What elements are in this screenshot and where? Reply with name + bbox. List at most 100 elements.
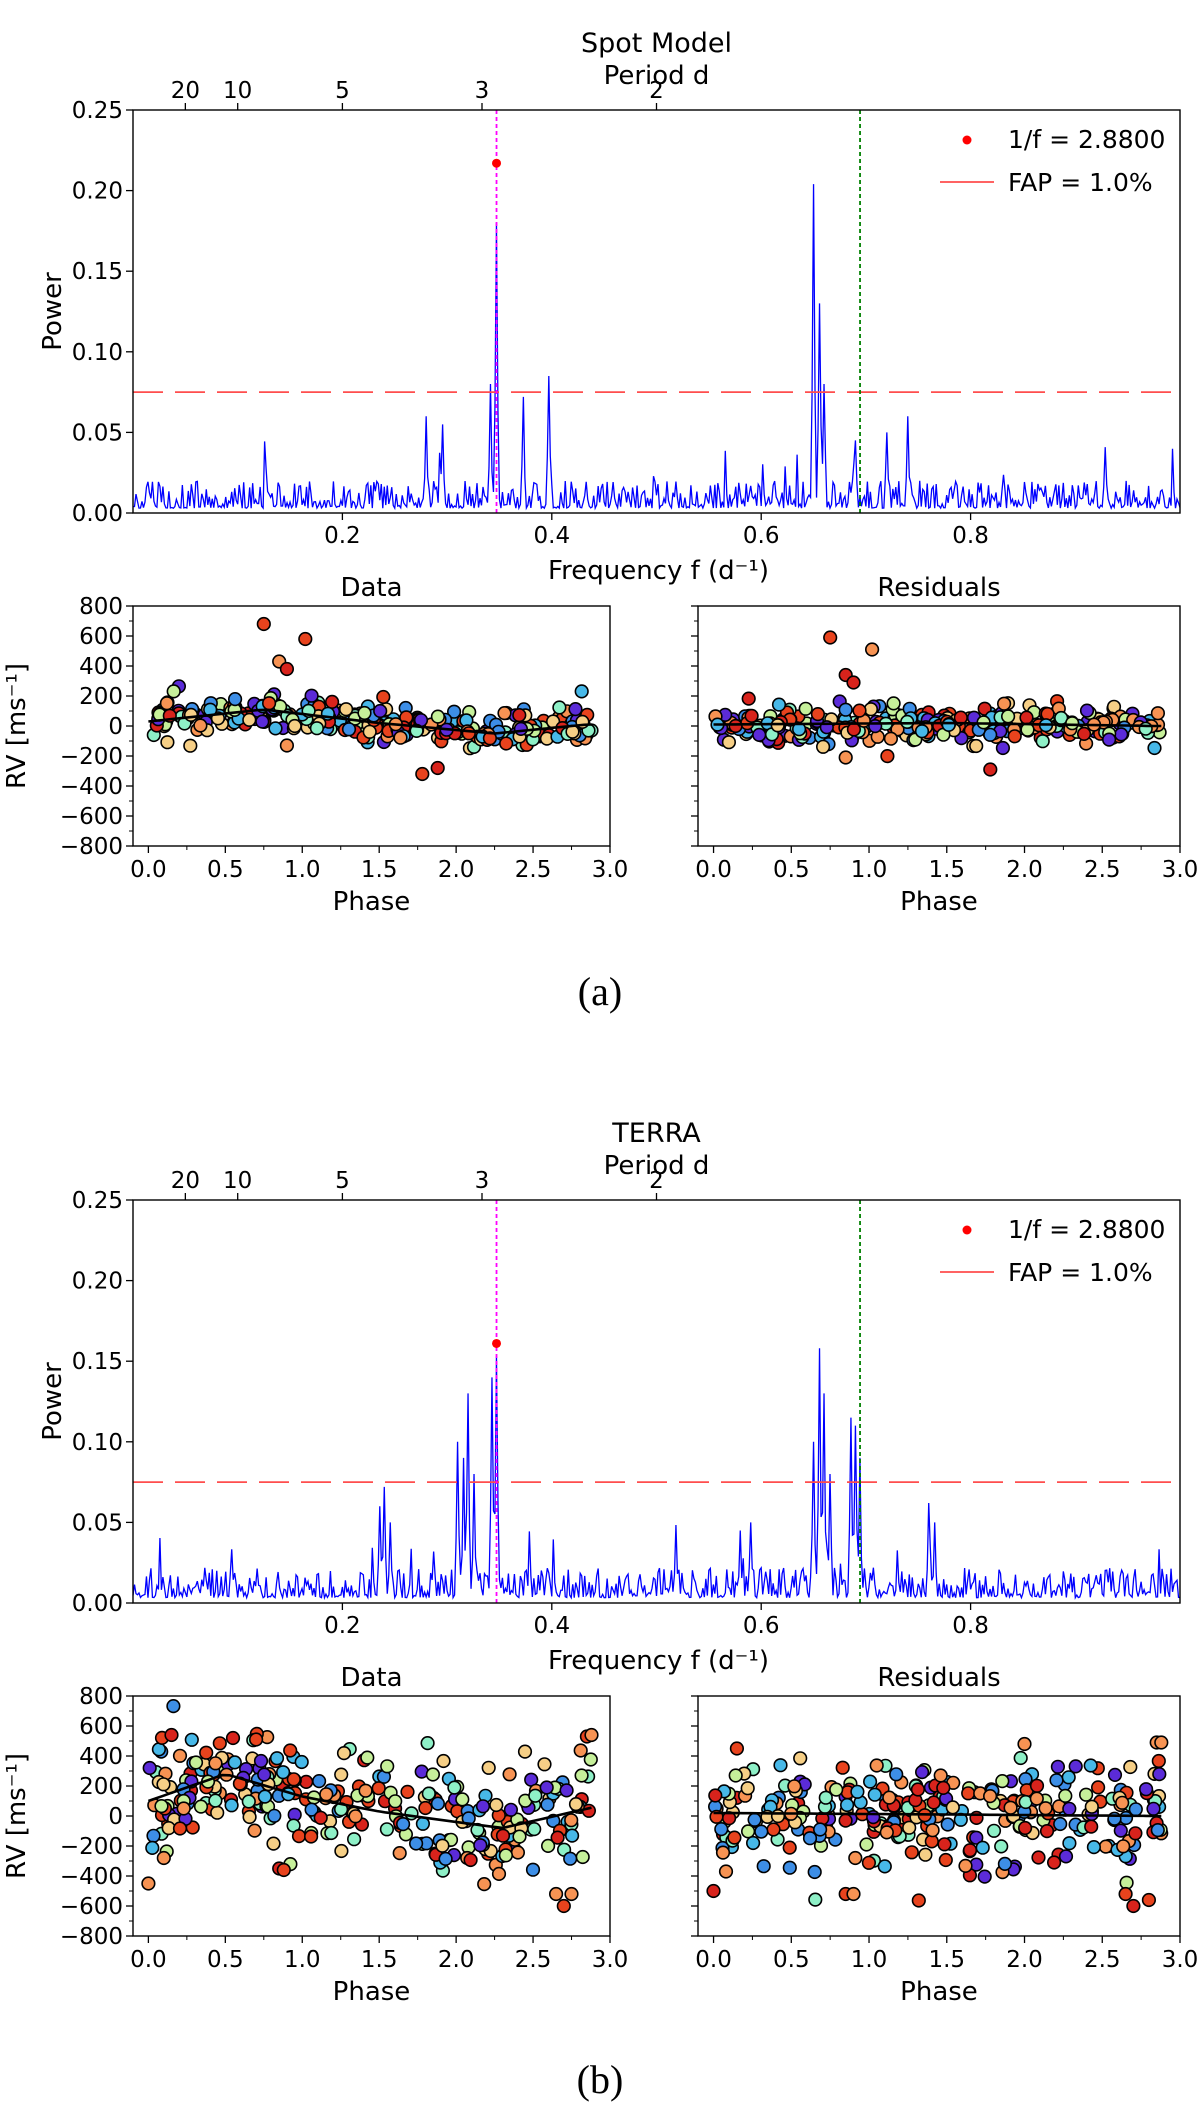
rv-point: [812, 1822, 828, 1837]
rv-point: [1118, 1886, 1133, 1902]
subfigure-caption: (a): [578, 969, 622, 1014]
rv-point: [283, 1743, 298, 1758]
rv-point: [227, 1755, 242, 1770]
rv-point: [183, 738, 198, 753]
rv-point: [1116, 1839, 1131, 1854]
rv-point: [276, 1862, 291, 1878]
rv-point: [339, 702, 354, 717]
y-tick-label: −600: [60, 804, 123, 830]
rv-point: [510, 1845, 526, 1860]
rv-point: [1003, 1800, 1018, 1815]
rv-point: [1000, 709, 1016, 724]
rv-point: [1062, 1801, 1077, 1816]
rv-fit-curve: [713, 1811, 1162, 1818]
rv-point: [807, 1864, 822, 1880]
rv-point: [838, 702, 853, 717]
rv-point: [1114, 727, 1129, 742]
rv-point: [810, 706, 826, 722]
x-axis-label: Frequency f (d⁻¹): [548, 556, 769, 586]
rv-point: [241, 1794, 256, 1809]
rv-point: [1031, 1850, 1046, 1865]
rv-point: [418, 1800, 433, 1816]
rv-point: [475, 1799, 491, 1814]
rv-point: [880, 748, 895, 764]
rv-point: [409, 1836, 424, 1851]
rv-point: [1035, 734, 1050, 749]
rv-point: [1150, 706, 1165, 721]
rv-point: [1061, 1770, 1076, 1785]
rv-point: [815, 739, 831, 754]
rv-point: [754, 1824, 769, 1839]
rv-point: [1115, 1795, 1130, 1810]
rv-point: [477, 1876, 492, 1892]
x-tick-label: 1.0: [284, 1947, 321, 1973]
rv-point: [304, 1802, 319, 1817]
rv-point: [447, 1780, 462, 1795]
rv-point: [379, 1822, 395, 1837]
subfigure-caption: (b): [577, 2057, 624, 2102]
x-tick-label: 0.0: [130, 857, 167, 883]
rv-point: [721, 735, 737, 750]
rv-point: [276, 1765, 291, 1780]
x-tick-label: 0.6: [743, 1613, 780, 1639]
rv-point: [900, 714, 915, 730]
rv-point: [728, 1768, 743, 1783]
y-tick-label: 0.05: [72, 1510, 123, 1536]
y-tick-label: −200: [60, 744, 123, 770]
rv-point: [575, 1849, 590, 1865]
x-tick-label: 1.5: [361, 857, 398, 883]
x-tick-label: 3.0: [592, 857, 629, 883]
y-tick-label: 0.10: [72, 340, 123, 366]
periodogram-title: TERRA: [611, 1118, 701, 1149]
top-tick-label: 3: [475, 78, 490, 104]
rv-point: [818, 1790, 833, 1805]
rv-point: [1107, 1811, 1122, 1826]
rv-point: [1098, 1839, 1113, 1854]
rv-point: [1049, 1773, 1064, 1788]
rv-point: [489, 1797, 504, 1813]
rv-point: [715, 1845, 731, 1860]
y-tick-label: 800: [79, 594, 123, 620]
rv-point: [512, 1829, 527, 1844]
rv-point: [914, 1764, 930, 1780]
rv-point: [914, 724, 930, 739]
rv-point: [184, 1732, 199, 1747]
rv-point: [1062, 1836, 1077, 1851]
rv-point: [225, 1730, 241, 1746]
rv-point: [172, 1821, 188, 1836]
rv-point: [312, 1773, 327, 1789]
rv-point: [319, 1787, 334, 1802]
rv-point: [866, 1809, 881, 1825]
rv-point: [1079, 703, 1095, 718]
rv-point: [889, 1767, 904, 1782]
rv-point: [286, 1772, 301, 1787]
rv-point: [146, 1828, 161, 1843]
x-tick-label: 0.4: [534, 1613, 571, 1639]
legend-marker-icon: [962, 1225, 972, 1235]
y-tick-label: −400: [60, 1864, 123, 1890]
rv-point: [969, 738, 984, 754]
rv-point: [1050, 1759, 1065, 1774]
x-tick-label: 0.5: [773, 1947, 810, 1973]
x-tick-label: 0.5: [207, 1947, 244, 1973]
rv-point: [392, 1845, 407, 1861]
rv-point: [430, 760, 445, 776]
rv-point: [564, 1813, 579, 1828]
x-axis-label: Phase: [333, 1977, 411, 2007]
rv-point: [388, 1794, 403, 1809]
y-tick-label: −800: [60, 834, 123, 860]
x-tick-label: 0.8: [952, 523, 989, 549]
rv-point: [1123, 1759, 1138, 1775]
rv-point: [839, 1797, 855, 1813]
rv-point: [279, 661, 295, 677]
rv-point: [1017, 1736, 1032, 1752]
x-tick-label: 0.6: [743, 523, 780, 549]
rv-panel-title: Residuals: [877, 573, 1000, 603]
rv-point: [491, 1866, 507, 1881]
rv-point: [497, 705, 512, 721]
rv-point: [525, 1862, 541, 1877]
top-tick-label: 10: [223, 1168, 252, 1194]
top-axis-label: Period d: [604, 1151, 710, 1181]
rv-point: [548, 1886, 564, 1902]
x-tick-label: 1.5: [928, 1947, 965, 1973]
